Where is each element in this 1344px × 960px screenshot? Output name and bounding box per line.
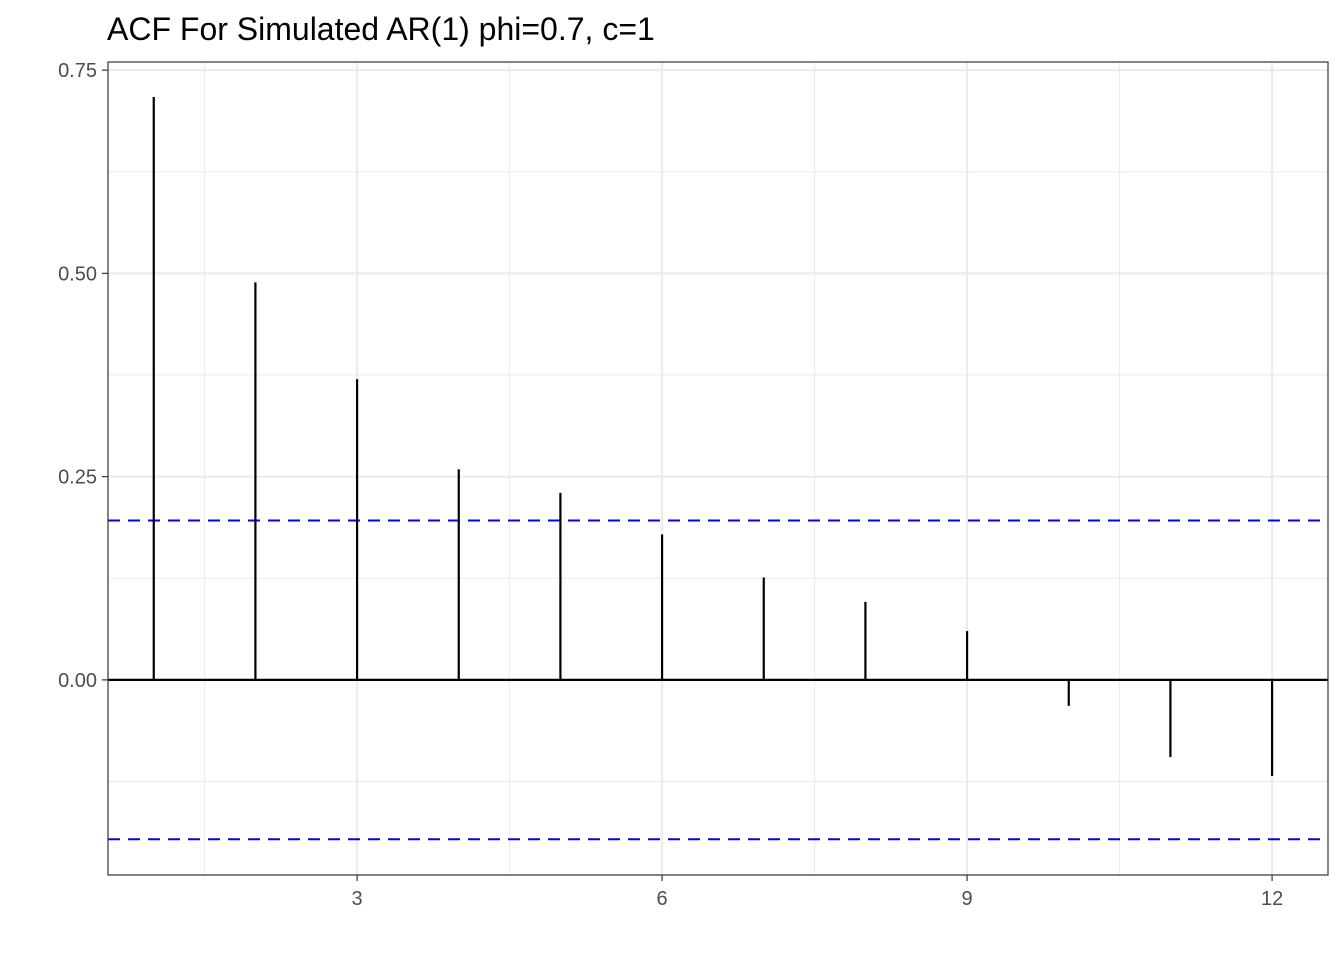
y-tick-label: 0.75 xyxy=(58,60,97,82)
minor-grid xyxy=(108,62,1328,875)
y-tick-label: 0.50 xyxy=(58,263,97,285)
x-tick-label: 6 xyxy=(657,888,668,910)
chart-title: ACF For Simulated AR(1) phi=0.7, c=1 xyxy=(107,11,655,47)
x-axis: 3 6 9 12 xyxy=(352,875,1283,910)
x-tick-label: 9 xyxy=(962,888,973,910)
panel-border xyxy=(107,61,1329,876)
x-tick-label: 3 xyxy=(352,888,363,910)
y-tick-label: 0.25 xyxy=(58,467,97,489)
confidence-bounds xyxy=(108,519,1328,841)
acf-stems xyxy=(152,96,1274,776)
x-tick-label: 12 xyxy=(1261,888,1283,910)
y-axis: 0.00 0.25 0.50 0.75 xyxy=(58,60,108,692)
major-grid xyxy=(108,62,1328,875)
y-tick-label: 0.00 xyxy=(58,670,97,692)
